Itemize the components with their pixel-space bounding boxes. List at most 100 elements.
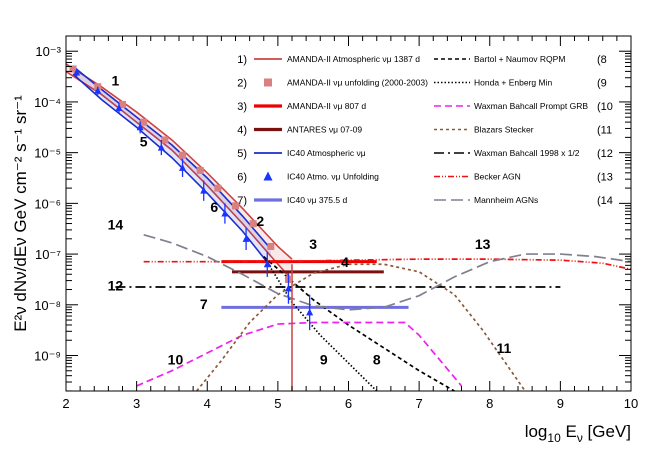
series-11-line: [195, 263, 526, 391]
series-6-triangle: [179, 163, 187, 171]
curve-label-10: 10: [168, 352, 184, 368]
data-points: [69, 65, 314, 331]
series-6-triangle: [221, 209, 229, 217]
legend-left-number: 4): [237, 125, 247, 137]
legend-left-number: 6): [237, 172, 247, 184]
series-2-square: [267, 242, 275, 250]
y-axis-title: E²ν dNν/dEν GeV cm⁻² s⁻¹ sr⁻¹: [11, 95, 30, 332]
curve-label-14: 14: [108, 217, 124, 233]
series-6-triangle: [306, 308, 314, 316]
legend-left-label: AMANDA-II νμ unfolding (2000-2003): [287, 78, 428, 88]
x-axis-title-part: E: [561, 422, 577, 441]
curve-label-9: 9: [320, 352, 328, 368]
series-2-square: [249, 220, 257, 228]
series-2-square: [119, 100, 126, 108]
series-2-square: [196, 166, 204, 174]
series-6-triangle: [157, 143, 165, 151]
y-tick-label: 10⁻⁵: [34, 146, 61, 161]
series-2-square: [140, 118, 148, 126]
curve-label-4: 4: [341, 254, 349, 270]
curve-label-5: 5: [140, 134, 148, 150]
legend-right-number: (14: [597, 195, 613, 207]
x-tick-label: 2: [62, 396, 69, 411]
axes: 2 3 4 5 6 7 8 9 10 10⁻⁹ 10⁻⁸ 10⁻⁷ 10⁻⁶ 10⁻⁵ 10⁻⁴ 10⁻³: [34, 35, 638, 411]
legend-right-number: (10: [597, 101, 613, 113]
legend-right-label: Waxman Bahcall 1998 x 1/2: [474, 148, 580, 158]
series-13-line: [143, 258, 631, 271]
legend-left-number: 1): [237, 54, 247, 66]
series-2-square: [179, 151, 187, 159]
legend-left-label: AMANDA-II νμ 807 d: [287, 101, 366, 111]
y-tick-label: 10⁻⁶: [34, 196, 61, 211]
series-6-triangle: [263, 260, 271, 268]
legend: 1) AMANDA-II Atmospheric νμ 1387 d 2) AMAND…: [237, 54, 613, 207]
series-2-square: [161, 136, 169, 144]
legend-left-number: 2): [237, 78, 247, 90]
series-6-triangle: [94, 86, 102, 94]
legend-right-label: Becker AGN: [474, 172, 521, 182]
x-tick-label: 8: [486, 396, 493, 411]
legend-triangle-swatch: [263, 171, 273, 181]
curve-label-6: 6: [210, 199, 218, 215]
legend-right-label: Waxman Bahcall Prompt GRB: [474, 101, 588, 111]
curve-label-1: 1: [112, 73, 120, 89]
series-2-square: [214, 184, 222, 192]
x-axis-title-part: log: [525, 422, 548, 441]
y-tick-label: 10⁻³: [35, 44, 61, 59]
curve-number-labels: 1 5 6 2 3 4 13 14 12 7 10 9 8 11: [108, 73, 512, 368]
y-tick-label: 10⁻⁴: [34, 95, 61, 110]
series-5-band: [73, 66, 271, 267]
curve-label-8: 8: [373, 352, 381, 368]
series-6-triangle: [200, 186, 208, 194]
curve-label-3: 3: [309, 236, 317, 252]
legend-right-number: (12: [597, 148, 613, 160]
series-6-triangle: [115, 104, 123, 112]
curve-label-11: 11: [496, 340, 511, 356]
legend-right-number: (13: [597, 172, 613, 184]
x-axis-title: log10 Eν [GeV]: [525, 422, 631, 445]
x-axis-title-part: [GeV]: [583, 422, 631, 441]
series-6-triangle: [284, 284, 292, 292]
legend-left-label: IC40 Atmospheric νμ: [287, 148, 366, 158]
y-tick-label: 10⁻⁷: [35, 247, 61, 262]
x-axis-title-part: 10: [547, 431, 561, 445]
legend-left-label: AMANDA-II Atmospheric νμ 1387 d: [287, 54, 420, 64]
series-10-line: [136, 321, 463, 387]
legend-left-label: ANTARES νμ 07-09: [287, 125, 362, 135]
curve-label-13: 13: [475, 236, 491, 252]
x-axis-title-part: ν: [577, 431, 583, 445]
x-tick-label: 7: [416, 396, 423, 411]
legend-right-label: Blazars Stecker: [474, 125, 534, 135]
series-1-upper: [66, 63, 293, 260]
x-tick-label: 3: [133, 396, 140, 411]
legend-left-label: IC40 Atmo. νμ Unfolding: [287, 172, 379, 182]
x-tick-label: 9: [557, 396, 564, 411]
series-6-triangle: [136, 123, 144, 131]
legend-right-label: Mannheim AGNs: [474, 195, 538, 205]
y-tick-label: 10⁻⁹: [34, 349, 61, 364]
series-6-triangle: [242, 234, 250, 242]
legend-left-number: 7): [237, 195, 247, 207]
series-14-line: [143, 233, 631, 311]
legend-left-number: 5): [237, 148, 247, 160]
legend-right-label: Bartol + Naumov RQPM: [474, 54, 565, 64]
x-tick-label: 6: [345, 396, 352, 411]
series-1-lower: [66, 70, 293, 280]
legend-left-number: 3): [237, 101, 247, 113]
curve-label-12: 12: [108, 278, 124, 294]
series-6-triangle: [73, 68, 81, 76]
curve-label-7: 7: [200, 296, 208, 312]
curve-label-2: 2: [256, 213, 264, 229]
data-curves: [66, 63, 631, 391]
series-2-square: [232, 202, 239, 210]
series-2-square: [69, 65, 77, 73]
legend-left-label: IC40 νμ 375.5 d: [287, 195, 347, 205]
legend-right-number: (11: [597, 125, 612, 137]
x-tick-label: 5: [274, 396, 281, 411]
y-tick-label: 10⁻⁸: [34, 298, 61, 313]
legend-right-label: Honda + Enberg Min: [474, 78, 552, 88]
legend-right-number: (9: [597, 78, 607, 90]
series-5-lower: [72, 73, 272, 268]
legend-right-number: (8: [597, 54, 607, 66]
